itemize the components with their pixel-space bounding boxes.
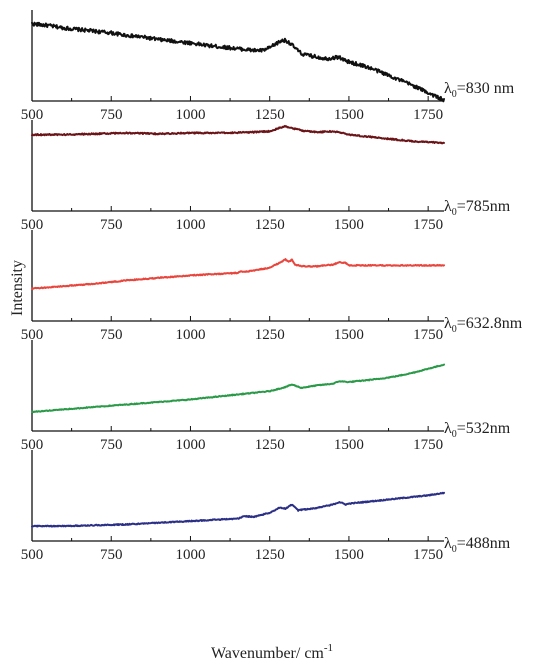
- y-axis-title-text: Intensity: [9, 260, 26, 316]
- x-tick-label: 500: [21, 547, 44, 563]
- x-tick-label: 1500: [334, 437, 364, 453]
- x-axis-title-text: Wavenumber/ cm: [211, 645, 324, 662]
- excitation-wavelength-label: λ0=785nm: [444, 198, 511, 218]
- excitation-wavelength-label: λ0=830 nm: [444, 80, 515, 100]
- x-tick-label: 1250: [255, 547, 285, 563]
- lambda-subscript: 0: [452, 324, 457, 335]
- spectrum-line: [31, 491, 445, 528]
- lambda-symbol: λ: [444, 535, 452, 552]
- x-tick-label: 1750: [413, 327, 443, 343]
- spectrum-line: [31, 21, 445, 103]
- x-tick-label: 1500: [334, 107, 364, 123]
- x-tick-label: 1750: [413, 107, 443, 123]
- lambda-symbol: λ: [444, 420, 452, 437]
- x-tick-label: 1250: [255, 107, 285, 123]
- excitation-wavelength-label: λ0=488nm: [444, 535, 511, 555]
- x-tick-label: 1750: [413, 217, 443, 233]
- x-tick-label: 1500: [334, 547, 364, 563]
- x-tick-label: 500: [21, 217, 44, 233]
- x-axis-title-superscript: -1: [324, 642, 333, 654]
- x-axis-title: Wavenumber/ cm-1: [211, 642, 333, 662]
- lambda-value: =632.8nm: [457, 315, 523, 332]
- x-tick-label: 1500: [334, 327, 364, 343]
- excitation-wavelength-label: λ0=532nm: [444, 420, 511, 440]
- x-tick-label: 1500: [334, 217, 364, 233]
- x-tick-label: 500: [21, 107, 44, 123]
- spectrum-line: [31, 124, 445, 145]
- x-tick-label: 750: [100, 547, 123, 563]
- lambda-value: =785nm: [457, 198, 511, 215]
- spectrum-line: [31, 258, 445, 290]
- x-tick-label: 750: [100, 437, 123, 453]
- x-tick-label: 1750: [413, 547, 443, 563]
- x-tick-label: 1000: [175, 327, 205, 343]
- x-tick-label: 1250: [255, 217, 285, 233]
- lambda-subscript: 0: [452, 429, 457, 440]
- spectrum-line: [31, 363, 445, 414]
- excitation-wavelength-label: λ0=632.8nm: [444, 315, 523, 335]
- x-tick-label: 1000: [175, 107, 205, 123]
- x-tick-label: 500: [21, 327, 44, 343]
- lambda-value: =532nm: [457, 420, 511, 437]
- x-tick-label: 1250: [255, 327, 285, 343]
- x-tick-label: 1000: [175, 437, 205, 453]
- x-tick-label: 1000: [175, 217, 205, 233]
- x-tick-label: 500: [21, 437, 44, 453]
- lambda-subscript: 0: [452, 207, 457, 218]
- x-tick-label: 1000: [175, 547, 205, 563]
- x-tick-label: 1750: [413, 437, 443, 453]
- x-tick-label: 750: [100, 107, 123, 123]
- lambda-value: =830 nm: [457, 80, 515, 97]
- lambda-symbol: λ: [444, 80, 452, 97]
- lambda-subscript: 0: [452, 89, 457, 100]
- y-axis-title: Intensity: [9, 260, 26, 316]
- lambda-value: =488nm: [457, 535, 511, 552]
- lambda-subscript: 0: [452, 544, 457, 555]
- lambda-symbol: λ: [444, 315, 452, 332]
- x-tick-label: 750: [100, 327, 123, 343]
- x-tick-label: 1250: [255, 437, 285, 453]
- lambda-symbol: λ: [444, 198, 452, 215]
- x-tick-label: 750: [100, 217, 123, 233]
